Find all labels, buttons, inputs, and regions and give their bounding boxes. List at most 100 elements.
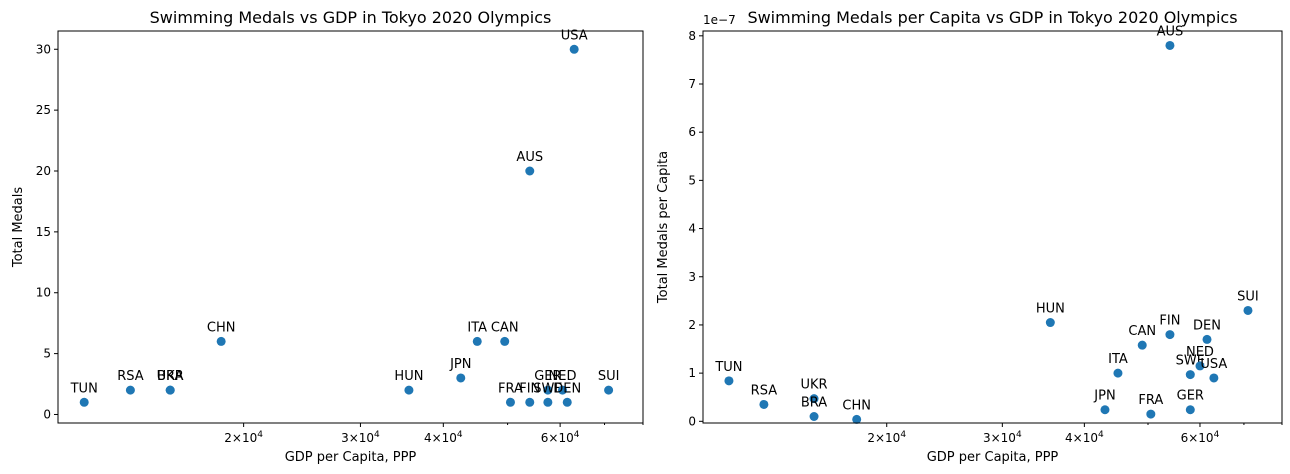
x-tick-base: 2×10 [224, 431, 257, 445]
data-point-chn [216, 336, 226, 346]
y-tick-label: 30 [36, 42, 51, 56]
x-tick-exponent: 4 [457, 430, 463, 440]
y-tick-label: 0 [688, 414, 696, 428]
point-label-tun: TUN [714, 360, 742, 375]
point-label-ger: GER [1177, 389, 1204, 404]
y-axis-label: Total Medals per Capita [656, 151, 671, 304]
data-point-can [1137, 340, 1147, 350]
x-tick-exponent: 4 [1214, 430, 1220, 440]
point-label-sui: SUI [598, 369, 620, 384]
data-point-hun [1045, 318, 1055, 328]
y-tick-label: 20 [36, 164, 51, 178]
x-axis-label: GDP per Capita, PPP [285, 450, 417, 465]
data-point-ned [558, 385, 568, 395]
point-label-fin: FIN [519, 381, 540, 396]
point-label-can: CAN [491, 320, 519, 335]
x-tick-base: 3×10 [983, 431, 1016, 445]
x-tick-exponent: 4 [374, 430, 380, 440]
data-point-fin [1165, 330, 1175, 340]
point-label-chn: CHN [207, 320, 236, 335]
data-point-den [562, 397, 572, 407]
y-tick-label: 0 [43, 407, 51, 421]
point-label-jpn: JPN [1093, 389, 1115, 404]
point-label-bra: BRA [157, 369, 183, 384]
point-label-sui: SUI [1237, 289, 1259, 304]
data-point-ita [472, 336, 482, 346]
data-point-jpn [456, 373, 466, 383]
data-point-fra [505, 397, 515, 407]
y-tick-label: 8 [688, 29, 696, 43]
point-label-rsa: RSA [117, 369, 144, 384]
data-point-ger [1185, 405, 1195, 415]
x-tick-label: 6×104 [1181, 430, 1220, 445]
x-tick-exponent: 4 [574, 430, 580, 440]
x-axis-label: GDP per Capita, PPP [927, 450, 1059, 465]
data-point-can [500, 336, 510, 346]
x-tick-base: 4×10 [1065, 431, 1098, 445]
data-point-tun [724, 376, 734, 386]
data-point-sui [1243, 305, 1253, 315]
data-point-ger [543, 385, 553, 395]
point-label-ukr: UKR [801, 378, 828, 393]
y-tick-label: 4 [688, 222, 696, 236]
data-point-ita [1113, 368, 1123, 378]
data-point-ukr [809, 394, 819, 404]
x-tick-label: 6×104 [541, 430, 580, 445]
data-point-usa [569, 44, 579, 54]
x-tick-label: 4×104 [1065, 430, 1104, 445]
point-label-hun: HUN [1036, 302, 1065, 317]
point-label-ned: NED [1186, 345, 1214, 360]
data-point-aus [1165, 40, 1175, 50]
point-label-den: DEN [553, 381, 581, 396]
point-label-rsa: RSA [751, 383, 778, 398]
x-tick-label: 3×104 [341, 430, 380, 445]
point-label-usa: USA [561, 28, 588, 43]
x-tick-base: 2×10 [867, 431, 900, 445]
data-point-tun [79, 397, 89, 407]
data-point-jpn [1100, 405, 1110, 415]
chart-title: Swimming Medals per Capita vs GDP in Tok… [747, 8, 1237, 27]
point-label-ukr: UKR [157, 369, 184, 384]
data-point-bra [165, 385, 175, 395]
data-point-den [1202, 334, 1212, 344]
y-tick-label: 5 [43, 347, 51, 361]
point-label-aus: AUS [516, 150, 543, 165]
y-axis-label: Total Medals [11, 187, 26, 269]
point-label-fra: FRA [498, 381, 523, 396]
data-point-rsa [759, 399, 769, 409]
y-tick-label: 7 [688, 77, 696, 91]
point-label-usa: USA [1200, 357, 1227, 372]
point-label-ger: GER [534, 369, 561, 384]
data-point-sui [604, 385, 614, 395]
data-point-usa [1209, 373, 1219, 383]
data-point-fra [1146, 409, 1156, 419]
y-tick-label: 3 [688, 270, 696, 284]
y-tick-label: 1 [688, 366, 696, 380]
y-tick-label: 25 [36, 103, 51, 117]
point-label-swe: SWE [533, 381, 562, 396]
point-label-ita: ITA [467, 320, 487, 335]
point-label-aus: AUS [1157, 24, 1184, 39]
x-tick-label: 2×104 [224, 430, 263, 445]
plot-frame [702, 30, 1283, 424]
x-tick-label: 2×104 [867, 430, 906, 445]
x-tick-exponent: 4 [1016, 430, 1022, 440]
point-label-fra: FRA [1138, 393, 1163, 408]
point-label-jpn: JPN [449, 357, 471, 372]
data-point-swe [1185, 370, 1195, 380]
x-tick-exponent: 4 [257, 430, 263, 440]
data-point-bra [809, 411, 819, 421]
data-point-swe [543, 397, 553, 407]
data-point-aus [525, 166, 535, 176]
y-tick-label: 6 [688, 125, 696, 139]
x-tick-label: 3×104 [983, 430, 1022, 445]
x-tick-base: 6×10 [1181, 431, 1214, 445]
point-label-tun: TUN [70, 381, 98, 396]
plot-frame [57, 30, 644, 424]
y-tick-label: 2 [688, 318, 696, 332]
y-tick-label: 15 [36, 225, 51, 239]
chart-panel-1: Swimming Medals vs GDP in Tokyo 2020 Oly… [11, 8, 644, 465]
x-tick-exponent: 4 [1098, 430, 1104, 440]
data-point-rsa [125, 385, 135, 395]
